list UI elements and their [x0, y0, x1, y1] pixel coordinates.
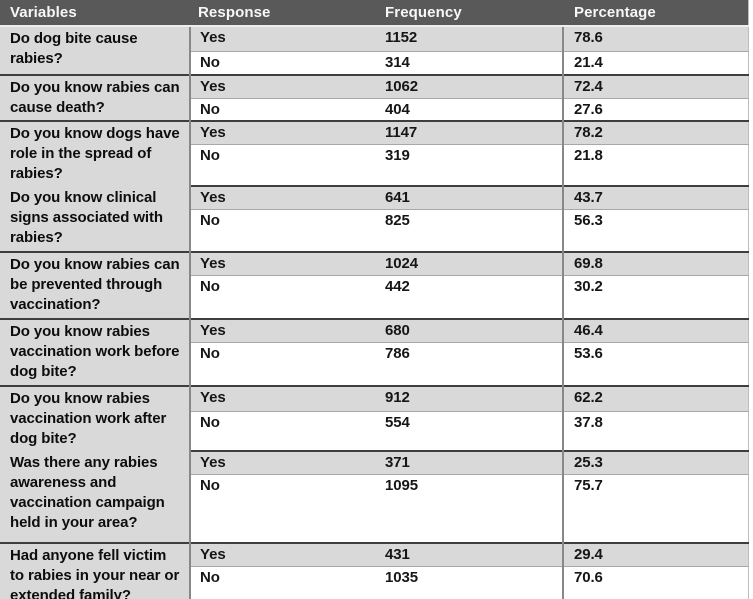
percentage-cell: 62.2: [562, 385, 748, 412]
frequency-cell: 314: [378, 50, 563, 75]
variable-cell: Do you know rabies can be prevented thro…: [0, 251, 191, 319]
percentage-cell: 53.6: [562, 341, 748, 386]
percentage-cell: 69.8: [562, 251, 748, 275]
table-row-no: No 314 21.4: [0, 50, 748, 75]
variable-cell: Do you know clinical signs associated wi…: [0, 186, 191, 252]
response-cell: Yes: [190, 251, 378, 275]
frequency-cell: 786: [378, 341, 563, 386]
table-row-yes: Do you know rabies can cause death? Yes …: [0, 74, 748, 121]
variable-cell: Do you know rabies vaccination work befo…: [0, 318, 191, 386]
response-cell: Yes: [190, 185, 378, 209]
percentage-cell: 78.6: [562, 26, 748, 51]
response-cell: No: [190, 143, 378, 186]
frequency-cell: 912: [378, 385, 563, 412]
percentage-cell: 72.4: [562, 74, 748, 98]
percentage-cell: 43.7: [562, 185, 748, 209]
column-header-response: Response: [190, 0, 378, 27]
table-row-no: No 442 30.2: [0, 274, 748, 319]
table-row-no: No 1095 75.7: [0, 473, 748, 543]
variable-cell: Do you know rabies vaccination work afte…: [0, 385, 191, 451]
frequency-cell: 1152: [378, 26, 563, 51]
response-cell: No: [190, 208, 378, 252]
frequency-cell: 1062: [378, 74, 563, 98]
table-row-no: No 825 56.3: [0, 208, 748, 252]
header-row: Variables Response Frequency Percentage: [0, 0, 748, 27]
variable-cell: Do you know rabies can cause death?: [0, 74, 191, 121]
response-cell: No: [190, 50, 378, 75]
response-cell: No: [190, 341, 378, 386]
percentage-cell: 21.4: [562, 50, 748, 75]
response-cell: Yes: [190, 542, 378, 566]
response-cell: No: [190, 97, 378, 121]
variable-cell: Do you know dogs have role in the spread…: [0, 120, 191, 186]
percentage-cell: 25.3: [562, 450, 748, 474]
table-row-yes: Had anyone fell victim to rabies in your…: [0, 542, 748, 599]
column-header-percentage: Percentage: [563, 0, 748, 27]
frequency-cell: 1095: [378, 473, 563, 543]
percentage-cell: 70.6: [562, 565, 748, 599]
response-cell: Yes: [190, 318, 378, 342]
percentage-cell: 37.8: [562, 411, 748, 451]
frequency-cell: 554: [378, 411, 563, 451]
variable-cell: Was there any rabies awareness and vacci…: [0, 451, 191, 543]
percentage-cell: 56.3: [562, 208, 748, 252]
table-row-yes: Do dog bite cause rabies? Yes 1152 78.6: [0, 26, 748, 75]
table-row-yes: Was there any rabies awareness and vacci…: [0, 450, 748, 543]
response-cell: No: [190, 411, 378, 451]
response-cell: No: [190, 565, 378, 599]
frequency-cell: 1147: [378, 119, 563, 145]
frequency-cell: 319: [378, 143, 563, 186]
percentage-cell: 46.4: [562, 318, 748, 342]
table-row-yes: Do you know dogs have role in the spread…: [0, 119, 748, 186]
percentage-cell: 30.2: [562, 274, 748, 319]
percentage-cell: 78.2: [562, 119, 748, 145]
table-row-no: No 554 37.8: [0, 411, 748, 451]
percentage-cell: 27.6: [562, 97, 748, 121]
frequency-cell: 431: [378, 542, 563, 566]
frequency-cell: 371: [378, 450, 563, 474]
variable-cell: Do dog bite cause rabies?: [0, 26, 191, 75]
response-cell: No: [190, 274, 378, 319]
frequency-cell: 641: [378, 185, 563, 209]
table-row-no: No 1035 70.6: [0, 565, 748, 599]
response-cell: Yes: [190, 26, 378, 51]
frequency-cell: 442: [378, 274, 563, 319]
response-cell: Yes: [190, 74, 378, 98]
table-row-no: No 404 27.6: [0, 97, 748, 121]
table-row-yes: Do you know clinical signs associated wi…: [0, 185, 748, 252]
percentage-cell: 21.8: [562, 143, 748, 186]
table-row-no: No 319 21.8: [0, 143, 748, 186]
frequency-cell: 1035: [378, 565, 563, 599]
table-row-yes: Do you know rabies vaccination work afte…: [0, 385, 748, 451]
response-cell: Yes: [190, 119, 378, 145]
table-row-no: No 786 53.6: [0, 341, 748, 386]
frequency-cell: 825: [378, 208, 563, 252]
percentage-cell: 29.4: [562, 542, 748, 566]
frequency-cell: 1024: [378, 251, 563, 275]
frequency-cell: 404: [378, 97, 563, 121]
frequency-cell: 680: [378, 318, 563, 342]
percentage-cell: 75.7: [562, 473, 748, 543]
table-row-yes: Do you know rabies can be prevented thro…: [0, 251, 748, 319]
response-cell: Yes: [190, 450, 378, 474]
response-cell: No: [190, 473, 378, 543]
column-header-variables: Variables: [0, 0, 190, 27]
variable-cell: Had anyone fell victim to rabies in your…: [0, 542, 191, 599]
column-header-frequency: Frequency: [378, 0, 563, 27]
table-row-yes: Do you know rabies vaccination work befo…: [0, 318, 748, 386]
response-cell: Yes: [190, 385, 378, 412]
